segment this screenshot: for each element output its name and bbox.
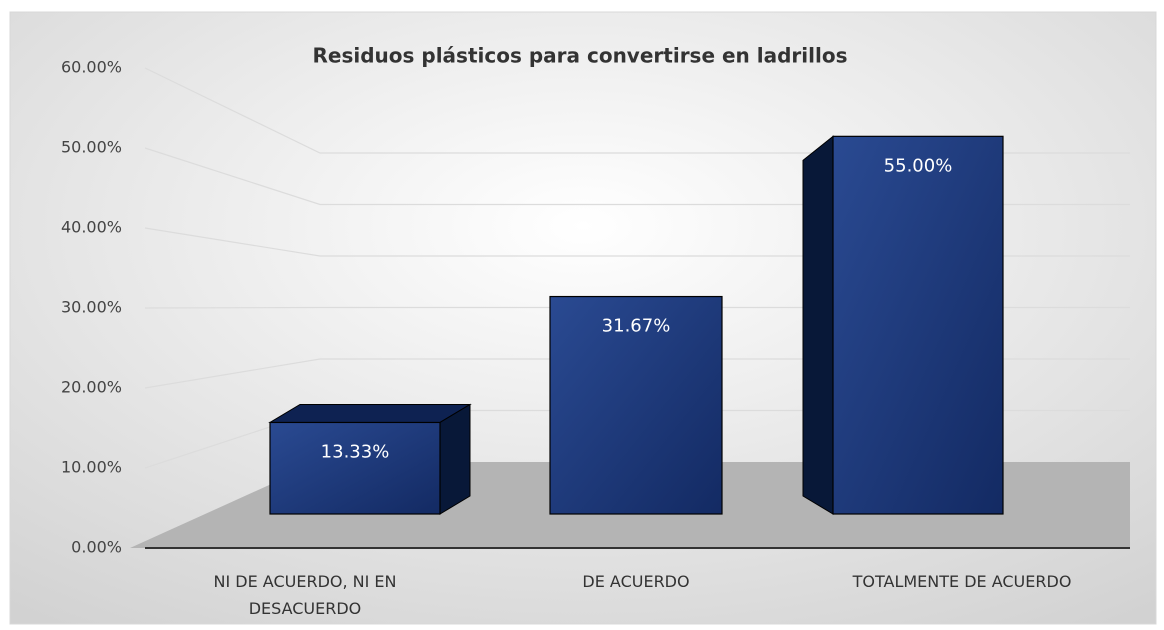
- x-tick-label: NI DE ACUERDO, NI EN DESACUERDO: [213, 572, 397, 618]
- bar-side: [802, 135, 834, 515]
- data-label: 55.00%: [884, 155, 953, 176]
- chart-title: Residuos plásticos para convertirse en l…: [313, 44, 848, 68]
- bar: [549, 295, 723, 515]
- y-tick-label: 50.00%: [61, 138, 122, 157]
- data-label: 13.33%: [321, 441, 390, 462]
- x-tick-label: DE ACUERDO: [582, 572, 690, 591]
- y-tick-label: 60.00%: [61, 58, 122, 77]
- data-label: 31.67%: [602, 316, 671, 337]
- y-tick-label: 10.00%: [61, 458, 122, 477]
- y-tick-label: 40.00%: [61, 218, 122, 237]
- y-tick-label: 30.00%: [61, 298, 122, 317]
- y-tick-label: 20.00%: [61, 378, 122, 397]
- y-tick-label: 0.00%: [71, 538, 122, 557]
- bar: [269, 421, 441, 515]
- bar-side: [439, 403, 471, 515]
- bar: [832, 135, 1004, 515]
- bar-top: [268, 403, 472, 423]
- x-tick-label: TOTALMENTE DE ACUERDO: [852, 572, 1072, 591]
